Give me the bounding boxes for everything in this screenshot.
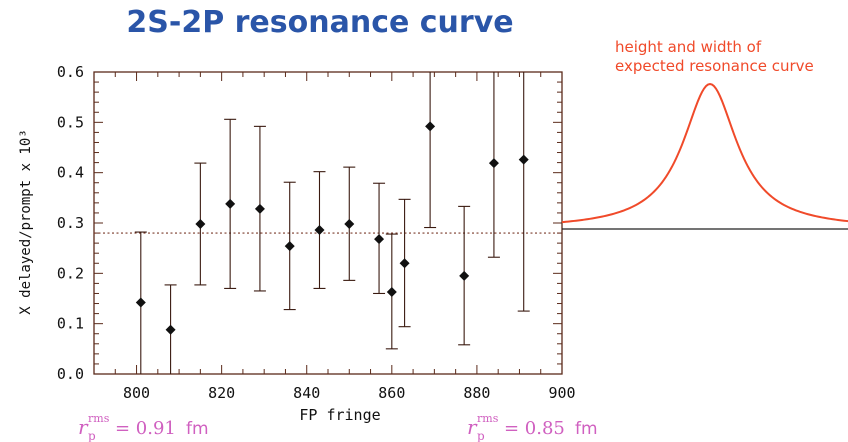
x-tick-label: 820 [208, 384, 235, 402]
y-tick-labels: 0.0 0.1 0.2 0.3 0.4 0.5 0.6 [57, 63, 84, 383]
data-point-marker [135, 297, 146, 308]
y-tick-label: 0.1 [57, 315, 84, 333]
x-tick-label: 860 [378, 384, 405, 402]
chart-title: 2S-2P resonance curve [126, 5, 513, 40]
radius-label-right: r p rms = 0.85 fm [467, 412, 598, 442]
radius-unit: fm [575, 419, 598, 439]
resonance-curve [561, 82, 848, 224]
radius-subscript: p [477, 429, 485, 442]
y-tick-label: 0.4 [57, 164, 84, 182]
data-point-marker [165, 324, 176, 335]
radius-unit: fm [186, 419, 209, 439]
radius-symbol: r [467, 415, 478, 439]
x-tick-label: 900 [548, 384, 575, 402]
data-point-marker [488, 158, 499, 169]
radius-superscript: rms [477, 412, 499, 425]
data-point-marker [399, 258, 410, 269]
y-tick-label: 0.3 [57, 214, 84, 232]
annotation-line-2: expected resonance curve [615, 57, 814, 75]
x-tick-label: 800 [123, 384, 150, 402]
y-tick-label: 0.0 [57, 365, 84, 383]
x-tick-label: 840 [293, 384, 320, 402]
data-point-marker [314, 225, 325, 236]
radius-superscript: rms [88, 412, 110, 425]
radius-label-left: r p rms = 0.91 fm [78, 412, 209, 442]
axis-ticks [93, 71, 563, 375]
x-tick-label: 880 [463, 384, 490, 402]
error-bars [134, 72, 530, 374]
x-axis-label: FP fringe [299, 406, 380, 424]
y-axis-label: X delayed/prompt x 10³ [18, 129, 34, 314]
y-tick-label: 0.6 [57, 63, 84, 81]
data-point-marker [518, 154, 529, 165]
data-markers [135, 121, 529, 335]
plot-frame [93, 71, 563, 375]
data-point-marker [459, 270, 470, 281]
radius-value-right: = 0.85 [504, 418, 565, 439]
data-point-marker [225, 198, 236, 209]
radius-symbol: r [78, 415, 89, 439]
data-point-marker [386, 286, 397, 297]
data-point-marker [374, 234, 385, 245]
error-bar [424, 72, 437, 229]
x-tick-labels: 800 820 840 860 880 900 [123, 384, 576, 402]
radius-value-left: = 0.91 [115, 418, 176, 439]
radius-subscript: p [88, 429, 96, 442]
error-bar [517, 72, 530, 312]
data-point-marker [195, 219, 206, 230]
data-point-marker [344, 219, 355, 230]
data-point-marker [284, 241, 295, 252]
y-tick-label: 0.5 [57, 113, 84, 131]
data-point-marker [254, 203, 265, 214]
y-tick-label: 0.2 [57, 264, 84, 282]
annotation-line-1: height and width of [615, 38, 762, 56]
data-point-marker [425, 121, 436, 132]
